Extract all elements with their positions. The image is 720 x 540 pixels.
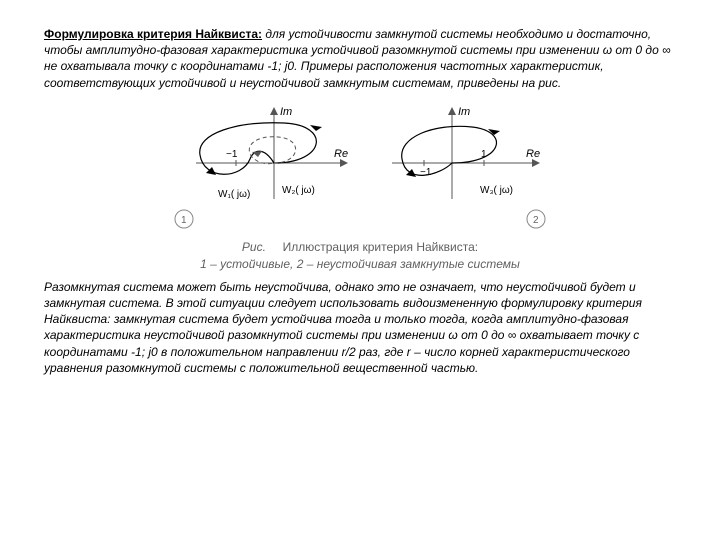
svg-text:Im: Im (280, 106, 292, 118)
nyquist-diagram-2: 1 Im Re −1 W₃( jω) 2 (384, 101, 554, 236)
minus-one-label: −1 (226, 149, 238, 160)
paragraph-2: Разомкнутая система может быть неустойчи… (44, 279, 676, 376)
svg-text:−1: −1 (420, 167, 432, 178)
svg-text:1: 1 (181, 215, 187, 226)
svg-text:W₃( jω): W₃( jω) (480, 185, 513, 196)
svg-text:Re: Re (526, 148, 540, 160)
svg-text:Re: Re (334, 148, 348, 160)
figure-caption-1: Рис. Иллюстрация критерия Найквиста: (44, 240, 676, 254)
svg-text:W₁( jω): W₁( jω) (218, 189, 250, 200)
svg-text:W₂( jω): W₂( jω) (282, 185, 315, 196)
caption-prefix: Рис. (242, 240, 266, 254)
svg-text:2: 2 (533, 215, 539, 226)
caption-line2: 1 – устойчивые, 2 – неустойчивая замкнут… (200, 257, 520, 271)
nyquist-diagram-1: −1 Im Re W₁( jω) W₂( jω) 1 (166, 101, 356, 236)
svg-text:Im: Im (458, 106, 470, 118)
para1-lead: Формулировка критерия Найквиста: (44, 27, 262, 41)
figure-caption-2: 1 – устойчивые, 2 – неустойчивая замкнут… (44, 257, 676, 271)
figure-block: −1 Im Re W₁( jω) W₂( jω) 1 (44, 101, 676, 271)
page: Формулировка критерия Найквиста: для уст… (0, 0, 720, 406)
paragraph-1: Формулировка критерия Найквиста: для уст… (44, 26, 676, 91)
caption-text: Иллюстрация критерия Найквиста: (283, 240, 479, 254)
figure-row: −1 Im Re W₁( jω) W₂( jω) 1 (44, 101, 676, 236)
